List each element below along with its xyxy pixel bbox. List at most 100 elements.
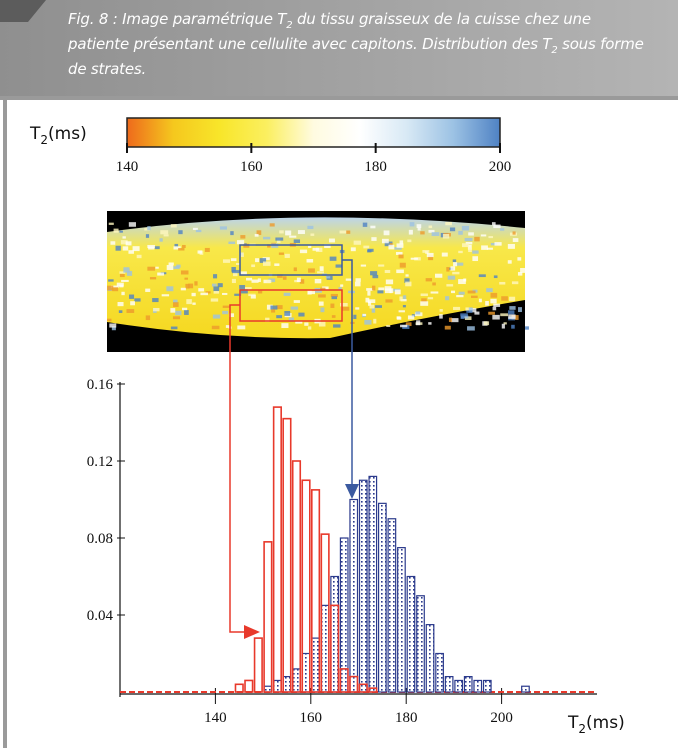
speckle [458,231,463,235]
speckle [237,325,245,329]
speckle [171,224,177,227]
speckle [173,302,179,307]
speckle [308,291,315,294]
speckle [491,293,498,298]
speckle [342,307,349,311]
speckle [319,322,326,327]
speckle [330,257,337,261]
speckle [460,313,468,316]
speckle [372,275,378,278]
speckle [222,311,228,314]
blue-arrowhead [345,484,359,499]
speckle [467,326,475,330]
speckle [171,327,178,330]
histogram-bar [388,519,396,692]
speckle [284,311,290,316]
speckle [509,306,515,310]
speckle [385,286,392,290]
histogram-bar [417,596,425,692]
speckle [330,304,334,308]
speckle [108,279,113,281]
speckle [295,321,302,323]
speckle [118,302,124,306]
speckle [367,291,370,296]
speckle [461,316,464,319]
speckle [213,286,219,291]
speckle [232,270,240,273]
speckle [181,270,189,274]
speckle [474,237,479,242]
red-arrowhead [244,625,260,639]
speckle [211,298,218,301]
speckle [472,250,478,253]
speckle [410,222,415,226]
speckle [326,276,330,278]
speckle [160,238,163,241]
speckle [398,254,403,258]
x-tick-label: 180 [395,710,418,726]
speckle [129,295,134,299]
speckle [422,250,429,253]
speckle [251,295,256,298]
histogram-bar [455,680,463,692]
speckle [121,280,129,282]
speckle [119,231,122,233]
speckle [399,310,405,312]
speckle [448,276,455,280]
histogram-bar [484,680,492,692]
speckle [205,248,210,252]
speckle [263,237,270,240]
speckle [431,291,439,293]
speckle [213,315,220,319]
speckle [130,301,135,305]
speckle [418,228,421,231]
speckle [453,262,457,266]
speckle [400,325,407,328]
histogram-bar [293,461,301,692]
speckle [405,282,411,287]
x-tick-label: 140 [204,710,227,726]
speckle [255,234,259,237]
speckle [517,257,521,260]
speckle [450,227,455,231]
speckle [509,297,515,301]
speckle [492,315,499,320]
speckle [468,247,472,252]
speckle [462,243,469,247]
speckle [501,296,508,300]
speckle [490,299,496,304]
speckle [160,230,168,234]
speckle [291,307,298,310]
speckle [239,285,245,289]
speckle [439,314,443,318]
speckle [426,278,432,281]
red-connector [230,305,248,632]
speckle [297,278,301,282]
histogram-bar [436,654,444,693]
speckle [122,236,125,238]
speckle [146,315,150,320]
speckle [466,310,472,312]
speckle [114,229,119,233]
speckle [403,305,406,307]
speckle [198,288,204,291]
speckle [109,223,114,225]
speckle [440,309,443,312]
speckle [110,241,115,245]
speckle [270,223,275,226]
speckle [400,263,406,268]
speckle [146,234,149,238]
label-subscript: 2 [40,133,48,147]
speckle [241,252,244,256]
speckle [442,253,448,257]
speckle [279,230,284,233]
speckle [420,301,428,306]
speckle [319,302,324,306]
speckle [408,315,414,319]
x-axis-label: T2(ms) [567,713,625,736]
speckle [421,293,428,296]
speckle [123,267,129,269]
speckle [294,300,300,303]
histogram-bar [274,407,282,692]
speckle [508,260,512,264]
